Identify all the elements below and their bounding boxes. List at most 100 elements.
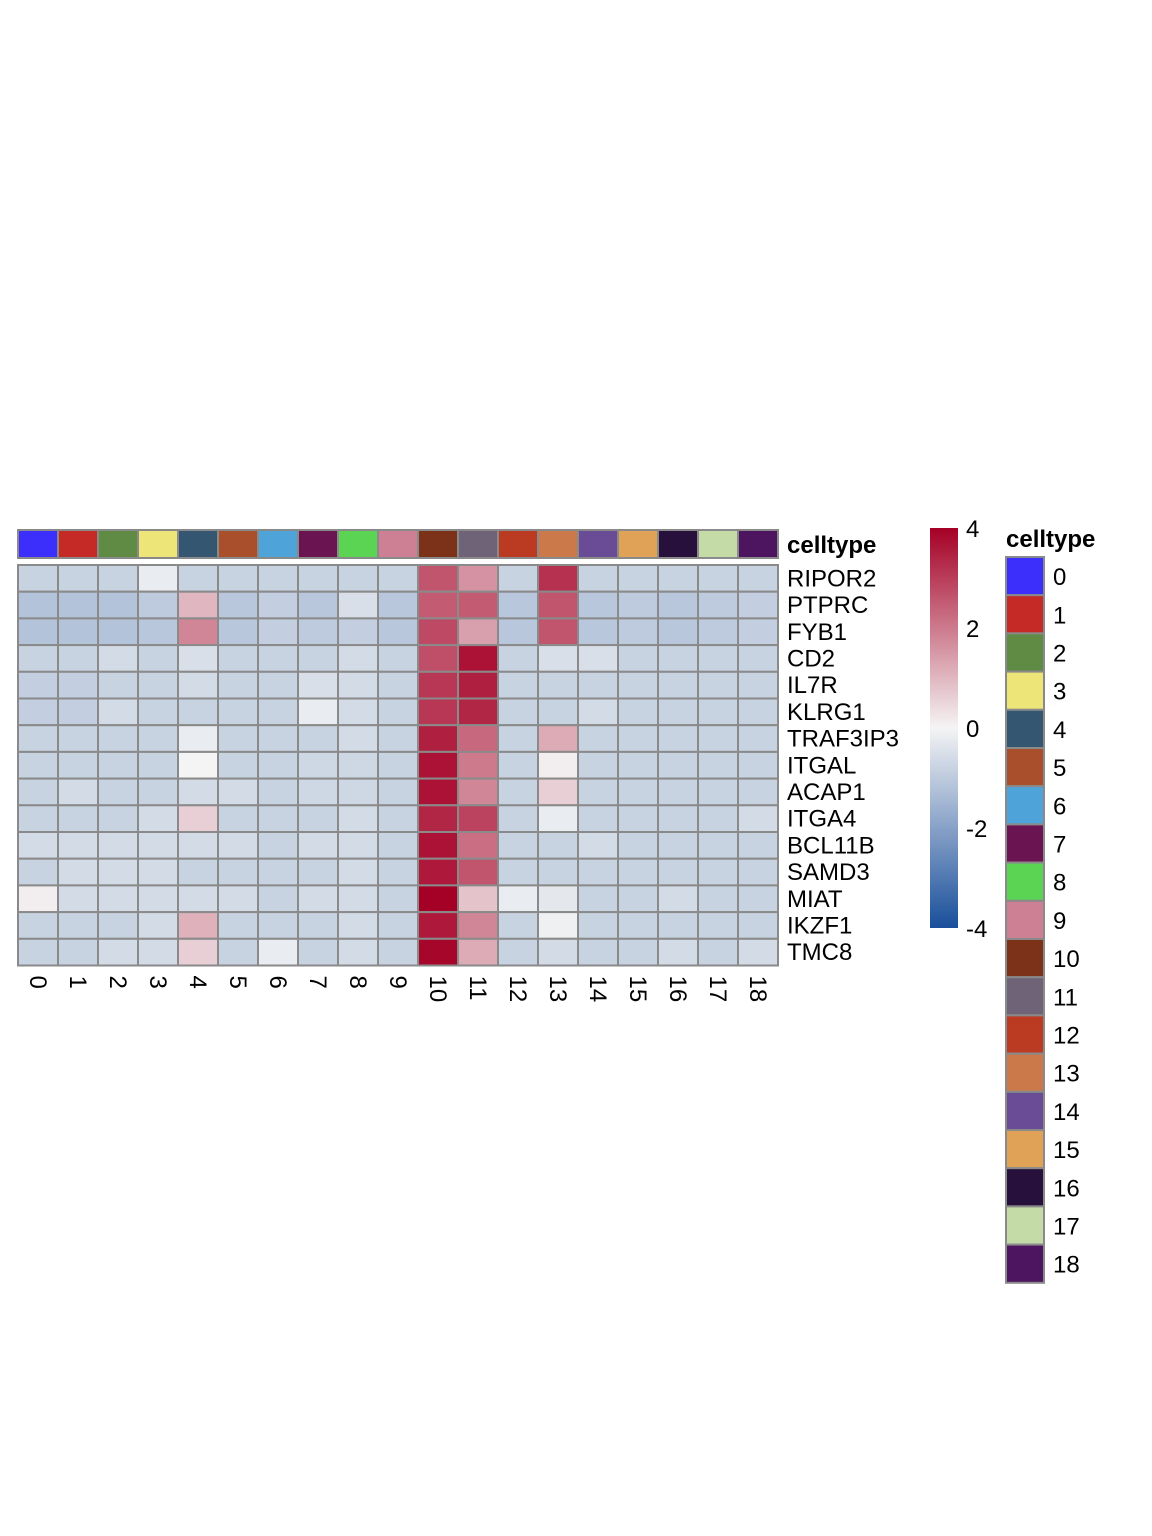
heatmap-cell <box>97 937 139 967</box>
legend-swatch-3 <box>1005 670 1045 711</box>
heatmap-cell <box>737 937 779 967</box>
heatmap-cell <box>337 617 379 647</box>
legend-label-18: 18 <box>1053 1252 1080 1279</box>
legend-swatch-18 <box>1005 1243 1045 1284</box>
heatmap-cell <box>17 911 59 940</box>
heatmap-cell <box>57 777 99 807</box>
heatmap-cell <box>737 884 779 914</box>
heatmap-cell <box>177 831 219 860</box>
heatmap-cell <box>377 724 419 753</box>
heatmap-cell <box>457 857 499 887</box>
heatmap-cell <box>257 911 299 940</box>
annotation-cell-10 <box>417 529 459 559</box>
heatmap-cell <box>697 777 739 807</box>
heatmap-cell <box>337 697 379 727</box>
heatmap-cell <box>297 644 339 673</box>
heatmap-cell <box>497 911 539 940</box>
heatmap-cell <box>737 697 779 727</box>
heatmap-cell <box>497 724 539 753</box>
heatmap-cell <box>697 884 739 914</box>
heatmap-cell <box>657 857 699 887</box>
heatmap-cell <box>417 617 459 647</box>
legend-swatch-10 <box>1005 938 1045 979</box>
heatmap-cell <box>337 911 379 940</box>
heatmap-cell <box>177 564 219 593</box>
heatmap-cell <box>297 697 339 727</box>
heatmap-cell <box>537 750 579 780</box>
heatmap-cell <box>377 617 419 647</box>
heatmap-cell <box>17 777 59 807</box>
heatmap-cell <box>137 884 179 914</box>
row-label-itgal: ITGAL <box>787 752 856 779</box>
heatmap-cell <box>417 911 459 940</box>
legend-label-6: 6 <box>1053 793 1066 820</box>
legend-swatch-8 <box>1005 861 1045 902</box>
heatmap-cell <box>17 750 59 780</box>
heatmap-cell <box>457 590 499 620</box>
heatmap-cell <box>617 937 659 967</box>
heatmap-cell <box>697 670 739 700</box>
heatmap-cell <box>177 750 219 780</box>
heatmap-cell <box>657 750 699 780</box>
heatmap-cell <box>497 857 539 887</box>
heatmap-cell <box>97 750 139 780</box>
heatmap-cell <box>417 750 459 780</box>
heatmap-cell <box>177 644 219 673</box>
heatmap-cell <box>577 911 619 940</box>
legend-label-15: 15 <box>1053 1137 1080 1164</box>
heatmap-cell <box>297 831 339 860</box>
heatmap-cell <box>337 670 379 700</box>
heatmap-cell <box>617 831 659 860</box>
heatmap-cell <box>137 911 179 940</box>
heatmap-cell <box>417 831 459 860</box>
heatmap-cell <box>657 644 699 673</box>
legend-label-7: 7 <box>1053 832 1066 859</box>
heatmap-cell <box>737 831 779 860</box>
heatmap-cell <box>377 644 419 673</box>
heatmap-cell <box>17 831 59 860</box>
row-labels: RIPOR2PTPRCFYB1CD2IL7RKLRG1TRAF3IP3ITGAL… <box>787 565 899 966</box>
column-label-3: 3 <box>144 976 171 989</box>
heatmap-cell <box>537 777 579 807</box>
column-label-4: 4 <box>184 976 211 989</box>
heatmap-cell <box>137 724 179 753</box>
heatmap-cell <box>617 777 659 807</box>
heatmap-cell <box>137 697 179 727</box>
heatmap-cell <box>17 857 59 887</box>
heatmap-cell <box>137 564 179 593</box>
heatmap-cell <box>497 884 539 914</box>
heatmap-cell <box>577 804 619 833</box>
heatmap-cell <box>577 644 619 673</box>
heatmap-cell <box>177 857 219 887</box>
heatmap-cell <box>177 617 219 647</box>
row-label-cd2: CD2 <box>787 645 835 672</box>
scale-tick-label: 4 <box>966 516 979 543</box>
heatmap-cell <box>337 644 379 673</box>
heatmap-cell <box>137 804 179 833</box>
heatmap-cell <box>577 670 619 700</box>
column-label-2: 2 <box>104 976 131 989</box>
heatmap-cell <box>97 564 139 593</box>
legend-swatch-17 <box>1005 1205 1045 1246</box>
annotation-cell-8 <box>337 529 379 559</box>
scale-tick-label: -2 <box>966 816 987 843</box>
heatmap-cell <box>97 590 139 620</box>
heatmap-cell <box>497 644 539 673</box>
column-label-1: 1 <box>64 976 91 989</box>
heatmap-cell <box>457 644 499 673</box>
heatmap-cell <box>537 724 579 753</box>
heatmap-cell <box>17 617 59 647</box>
column-label-9: 9 <box>384 976 411 989</box>
heatmap-cell <box>377 590 419 620</box>
heatmap-cell <box>577 777 619 807</box>
annotation-cell-16 <box>657 529 699 559</box>
heatmap-cell <box>17 564 59 593</box>
heatmap-cell <box>497 804 539 833</box>
legend-swatch-16 <box>1005 1167 1045 1208</box>
heatmap-cell <box>737 777 779 807</box>
heatmap-cell <box>537 564 579 593</box>
heatmap-cell <box>57 884 99 914</box>
legend-label-16: 16 <box>1053 1175 1080 1202</box>
column-label-13: 13 <box>544 976 571 1003</box>
